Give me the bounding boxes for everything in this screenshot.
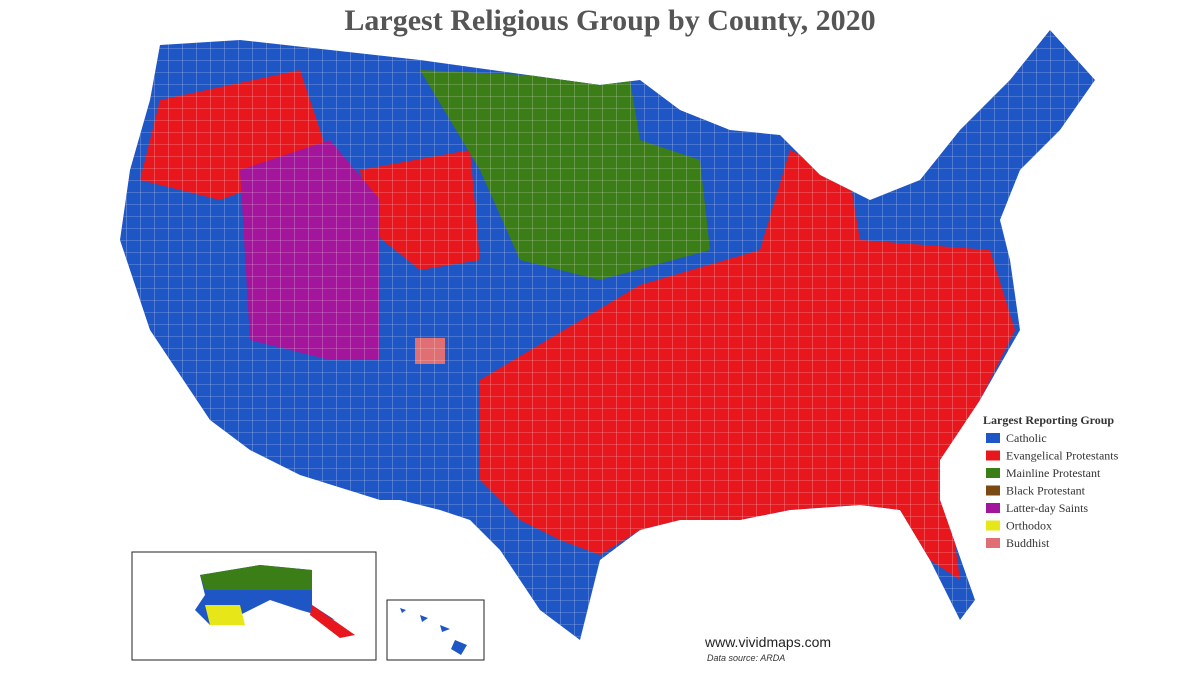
source: Data source: ARDA bbox=[707, 653, 785, 663]
legend-label: Evangelical Protestants bbox=[1006, 449, 1119, 463]
legend-label: Catholic bbox=[1006, 431, 1047, 445]
map-title: Largest Religious Group by County, 2020 bbox=[344, 4, 875, 37]
legend-label: Mainline Protestant bbox=[1006, 466, 1101, 480]
hawaii bbox=[400, 608, 467, 655]
legend-label: Buddhist bbox=[1006, 536, 1050, 550]
legend-swatch bbox=[986, 503, 1000, 513]
legend-label: Orthodox bbox=[1006, 519, 1052, 533]
legend: Largest Reporting Group Catholic Evangeli… bbox=[983, 413, 1119, 550]
alaska-southeast bbox=[310, 605, 355, 638]
legend-swatch bbox=[986, 468, 1000, 478]
legend-label: Black Protestant bbox=[1006, 484, 1086, 498]
legend-swatch bbox=[986, 433, 1000, 443]
alaska-orthodox bbox=[205, 605, 245, 625]
credit: www.vividmaps.com bbox=[704, 634, 831, 650]
legend-label: Latter-day Saints bbox=[1006, 501, 1088, 515]
legend-swatch bbox=[986, 538, 1000, 548]
legend-title: Largest Reporting Group bbox=[983, 413, 1114, 427]
legend-swatch bbox=[986, 485, 1000, 496]
alaska-mainline bbox=[200, 565, 312, 590]
legend-swatch bbox=[986, 520, 1000, 531]
legend-swatch bbox=[986, 450, 1000, 461]
